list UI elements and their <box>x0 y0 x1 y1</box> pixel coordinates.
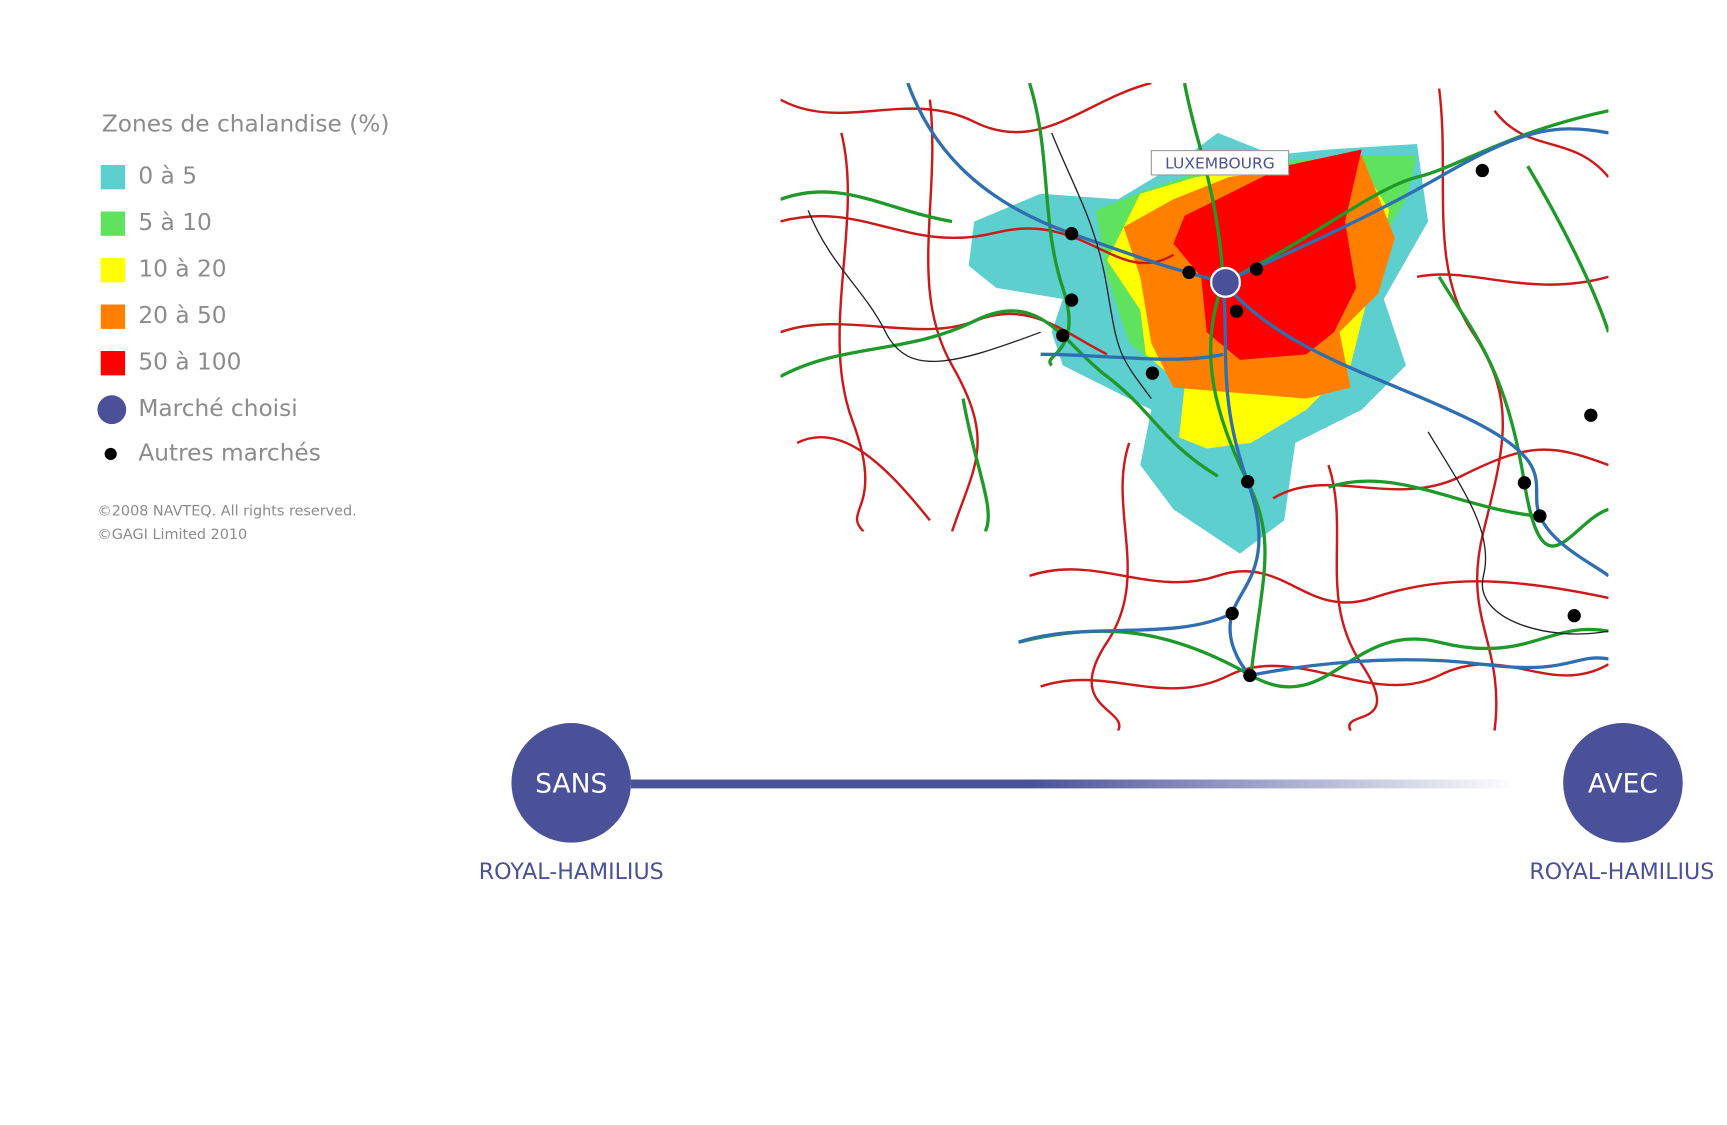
legend-label: 20 à 50 <box>138 302 226 329</box>
slider-end-text: AVEC <box>1588 769 1658 800</box>
market-dot <box>1567 609 1581 623</box>
legend-label: 0 à 5 <box>138 163 197 190</box>
legend-swatch <box>100 304 126 329</box>
legend-label: Autres marchés <box>138 439 320 466</box>
slider-start-text: SANS <box>535 769 607 800</box>
slider: SANS AVEC ROYAL-HAMILIUS ROYAL-HAMILIUS <box>479 723 1714 885</box>
legend-label: Marché choisi <box>138 395 297 422</box>
market-dot <box>1145 366 1160 380</box>
slider-start-button[interactable] <box>511 723 632 843</box>
legend-label: 10 à 20 <box>138 256 226 283</box>
legend-swatch <box>100 211 126 236</box>
market-dot <box>1229 304 1244 318</box>
legend-swatch <box>100 351 126 376</box>
market-dot <box>1243 668 1257 683</box>
map: LUXEMBOURG <box>780 83 1609 731</box>
credit: ©2008 NAVTEQ. All rights reserved. <box>97 504 356 520</box>
other-markets <box>1056 163 1598 683</box>
map-label-box <box>1150 150 1290 176</box>
slider-end-button[interactable] <box>1563 723 1683 843</box>
legend: Zones de chalandise (%) Marché choisi Au… <box>97 111 389 543</box>
slider-track <box>631 779 1517 789</box>
market-dot <box>1533 509 1547 523</box>
other-market-icon <box>104 447 117 461</box>
market-dot <box>1241 475 1255 489</box>
legend-label: 5 à 10 <box>138 209 211 236</box>
market-dot <box>1064 226 1079 241</box>
market-dot <box>1584 408 1598 422</box>
map-label: LUXEMBOURG <box>1165 154 1275 172</box>
market-dot <box>1517 476 1532 490</box>
roads <box>780 83 1609 731</box>
legend-swatch <box>100 257 126 283</box>
legend-label: 50 à 100 <box>138 349 241 376</box>
market-dot <box>1182 265 1196 280</box>
credit: ©GAGI Limited 2010 <box>97 527 247 543</box>
market-dot <box>1249 262 1264 276</box>
legend-swatch <box>100 164 126 190</box>
legend-title: Zones de chalandise (%) <box>102 111 390 138</box>
chosen-market <box>1210 266 1242 298</box>
slider-start-caption: ROYAL-HAMILIUS <box>479 859 664 885</box>
slider-end-caption: ROYAL-HAMILIUS <box>1529 859 1714 885</box>
market-dot <box>1056 328 1070 343</box>
chosen-market-icon <box>97 395 127 425</box>
market-dot <box>1064 293 1079 307</box>
market-dot <box>1475 163 1489 178</box>
market-dot <box>1225 606 1239 621</box>
zone-50-100 <box>1173 149 1362 360</box>
